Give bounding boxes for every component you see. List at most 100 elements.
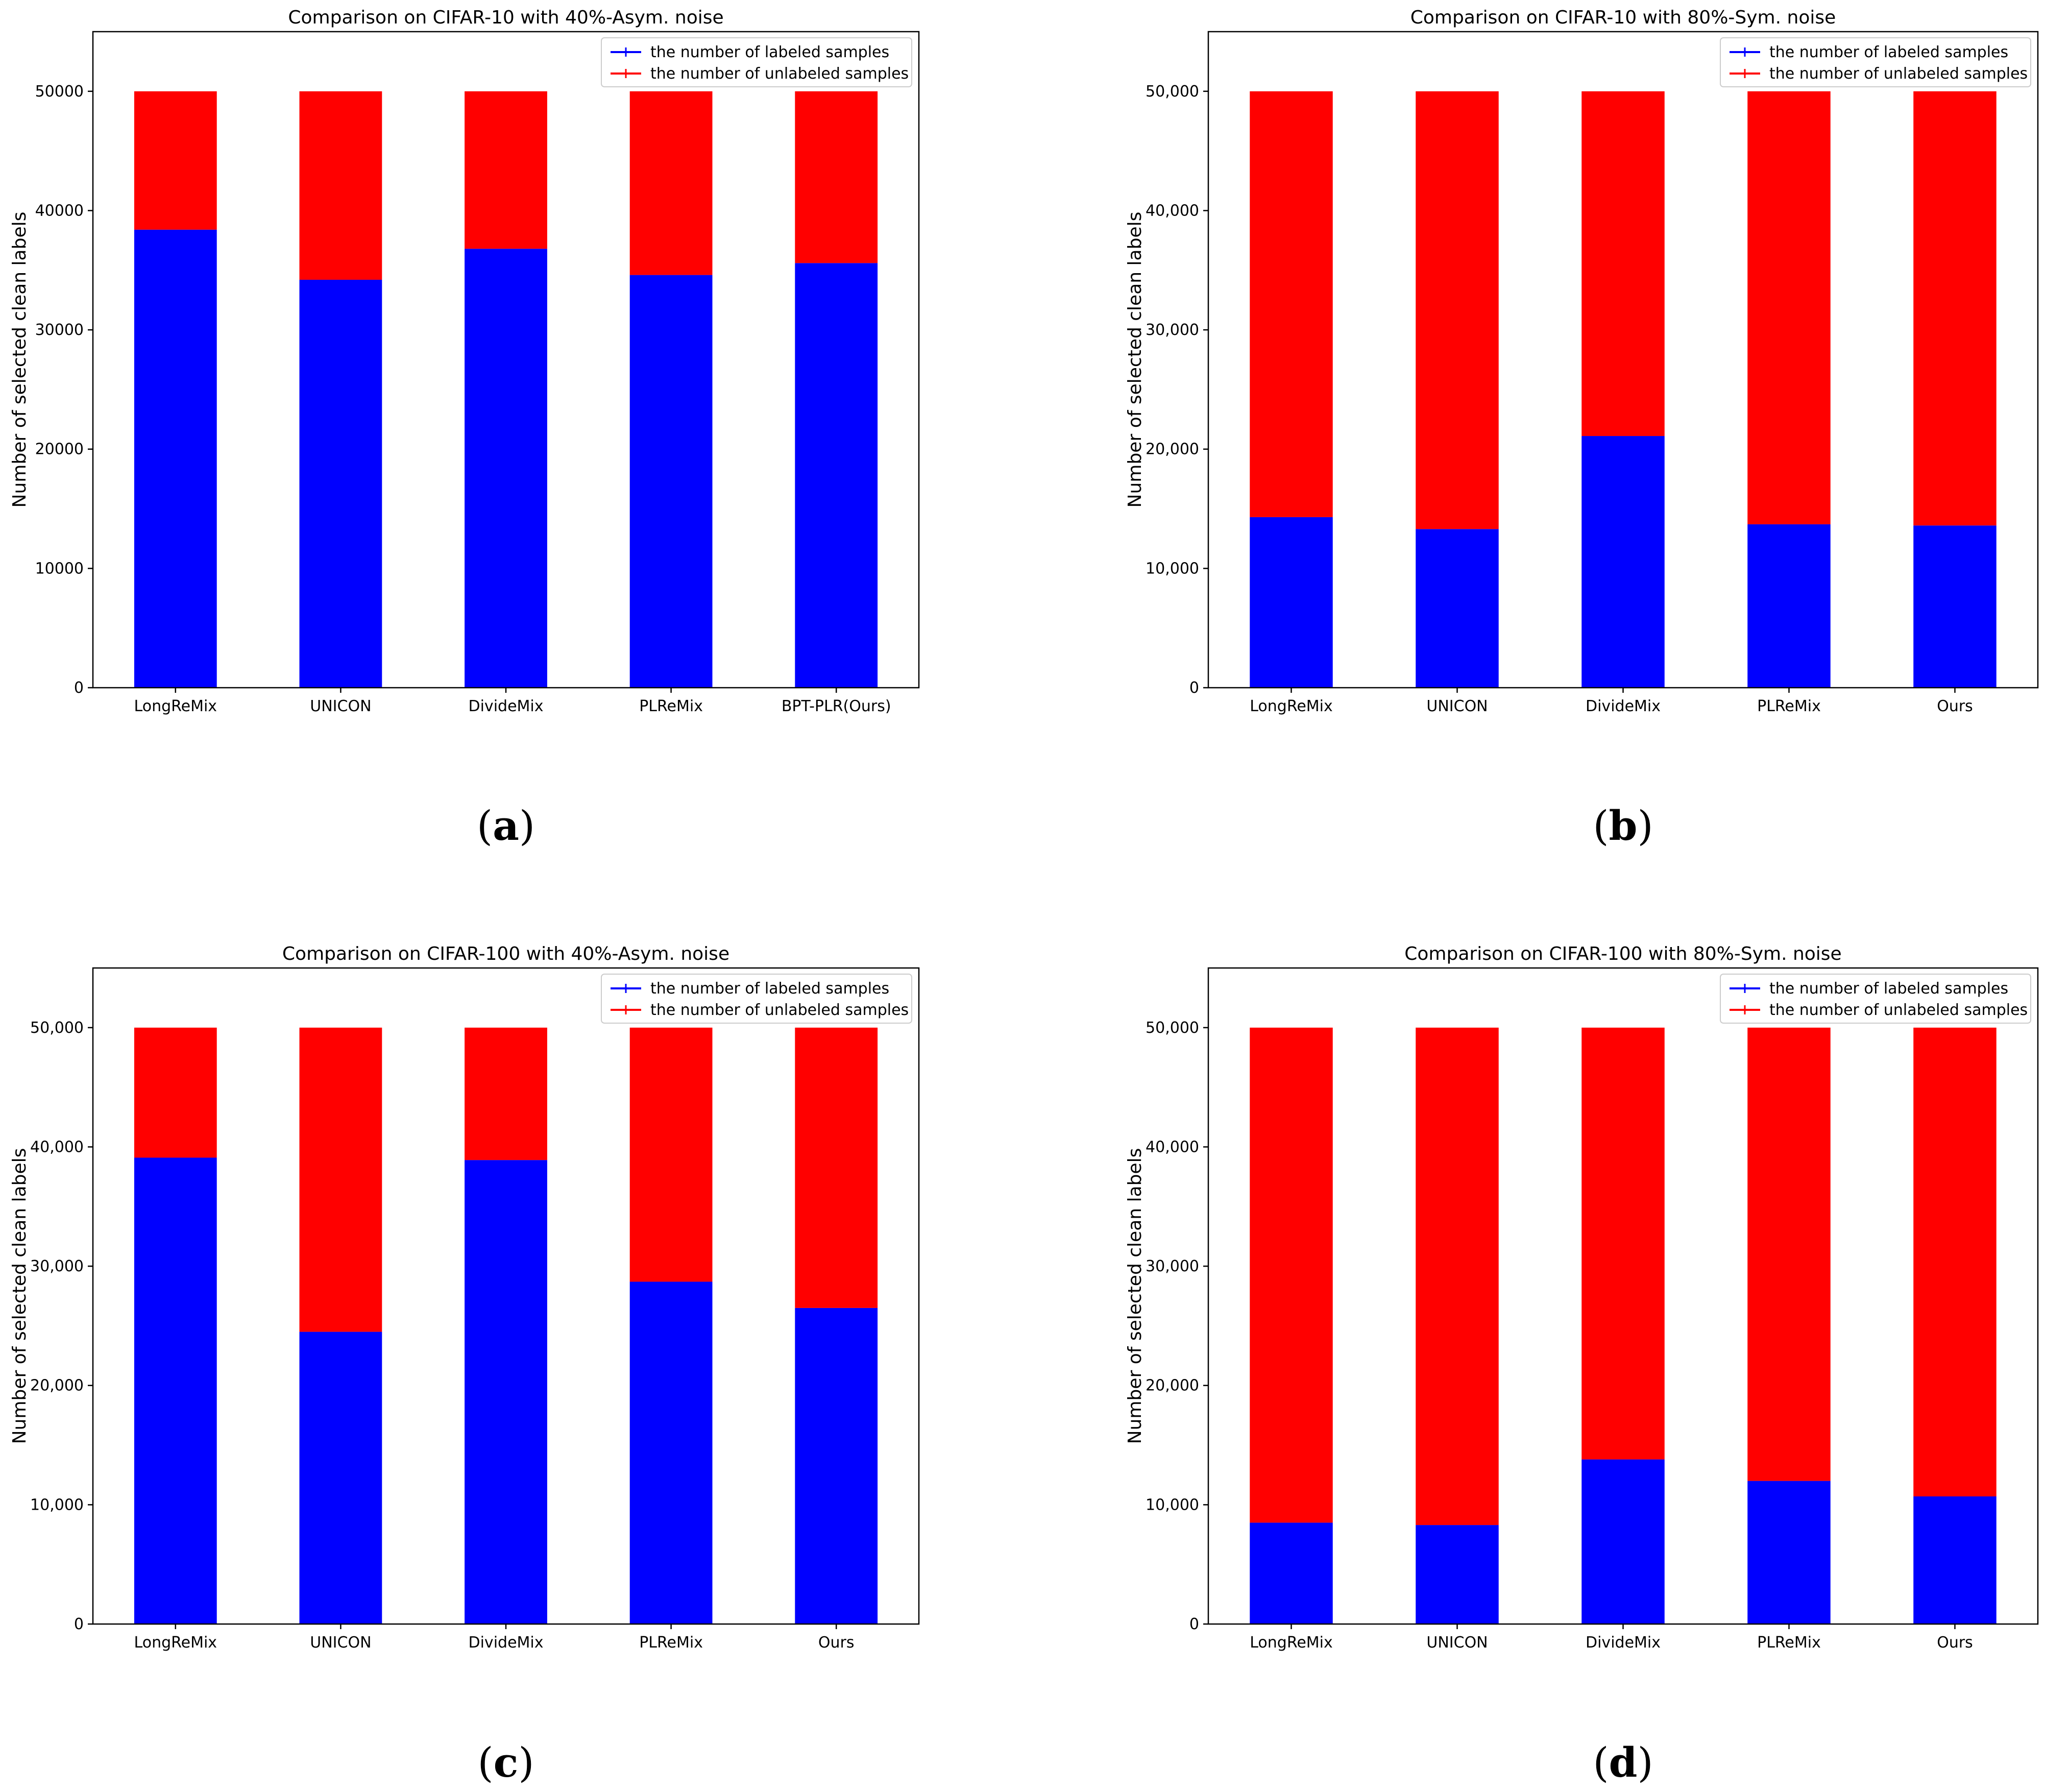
legend: the number of labeled samples the number …: [1720, 974, 2031, 1024]
unlabeled-bar-5: [795, 91, 878, 263]
x-tick-label: PLReMix: [1757, 697, 1821, 715]
unlabeled-bar-4: [629, 91, 713, 275]
x-tick-label: PLReMix: [639, 1634, 703, 1652]
labeled-bar-5: [795, 1307, 878, 1624]
y-tick-label: 20,000: [30, 1377, 84, 1395]
legend-item-labeled: the number of labeled samples: [611, 43, 889, 61]
x-tick-label: UNICON: [1426, 1634, 1488, 1652]
y-tick-label: 40,000: [1146, 202, 1199, 220]
chart-title: Comparison on CIFAR-10 with 80%-Sym. noi…: [1410, 7, 1836, 28]
unlabeled-bar-1: [1250, 1027, 1333, 1523]
legend-item-unlabeled: the number of unlabeled samples: [611, 65, 909, 83]
labeled-bar-5: [795, 263, 878, 688]
y-tick-label: 10,000: [1146, 560, 1199, 577]
x-tick-label: Ours: [818, 1634, 855, 1652]
x-tick-label: DivideMix: [469, 1634, 544, 1652]
panel-label: (d): [1593, 1738, 1653, 1786]
legend-item-labeled: the number of labeled samples: [1730, 43, 2008, 61]
x-tick-label: LongReMix: [134, 697, 217, 715]
unlabeled-bar-2: [299, 91, 382, 280]
y-tick-label: 10,000: [30, 1496, 84, 1514]
chart-panel-d: 0 10,000 20,000 30,000 40,000 50,000 LongReMix…: [1125, 943, 2039, 1786]
legend-label: the number of labeled samples: [650, 980, 889, 998]
labeled-bar-4: [629, 275, 713, 688]
chart-title: Comparison on CIFAR-100 with 80%-Sym. no…: [1404, 943, 1841, 964]
x-tick-label: DivideMix: [469, 697, 544, 715]
unlabeled-bar-3: [1581, 1027, 1665, 1460]
legend-item-unlabeled: the number of unlabeled samples: [1730, 1001, 2028, 1019]
legend-label: the number of labeled samples: [650, 43, 889, 61]
x-tick-label: PLReMix: [639, 697, 703, 715]
y-tick-label: 30,000: [1146, 321, 1199, 339]
y-axis-label: Number of selected clean labels: [1125, 1148, 1146, 1444]
y-tick-label: 50,000: [30, 1019, 84, 1037]
legend-box: [601, 974, 912, 1024]
legend-label: the number of labeled samples: [1769, 43, 2008, 61]
y-axis-label: Number of selected clean labels: [9, 1148, 30, 1444]
y-tick-label: 10000: [35, 560, 84, 577]
labeled-bar-3: [465, 249, 547, 688]
unlabeled-bar-5: [1913, 1027, 1997, 1497]
y-tick-label: 40,000: [30, 1138, 84, 1156]
legend-box: [1720, 37, 2031, 87]
x-tick-label: BPT-PLR(Ours): [782, 697, 891, 715]
unlabeled-bar-5: [795, 1027, 878, 1308]
labeled-bar-5: [1913, 1496, 1997, 1624]
y-tick-label: 20000: [35, 441, 84, 458]
legend: the number of labeled samples the number …: [601, 37, 912, 87]
legend-label: the number of unlabeled samples: [650, 65, 909, 83]
labeled-bar-3: [1581, 436, 1665, 688]
y-tick-label: 30000: [35, 321, 84, 339]
x-tick-label: LongReMix: [1250, 1634, 1333, 1652]
labeled-bar-4: [629, 1281, 713, 1624]
unlabeled-bar-4: [1747, 1027, 1831, 1481]
x-tick-label: UNICON: [310, 1634, 371, 1652]
unlabeled-bar-3: [465, 1027, 547, 1160]
legend: the number of labeled samples the number …: [1720, 37, 2031, 87]
y-axis-label: Number of selected clean labels: [9, 212, 30, 508]
unlabeled-bar-3: [1581, 91, 1665, 437]
chart-title: Comparison on CIFAR-100 with 40%-Asym. n…: [282, 943, 729, 964]
legend-item-unlabeled: the number of unlabeled samples: [1730, 65, 2028, 83]
labeled-bar-3: [1581, 1459, 1665, 1624]
unlabeled-bar-4: [1747, 91, 1831, 524]
legend-box: [601, 37, 912, 87]
chart-panel-b: 0 10,000 20,000 30,000 40,000 50,000 LongReMix…: [1125, 7, 2039, 850]
x-tick-label: LongReMix: [1250, 697, 1333, 715]
y-tick-label: 40000: [35, 202, 84, 220]
legend-item-unlabeled: the number of unlabeled samples: [611, 1001, 909, 1019]
y-tick-label: 30,000: [30, 1257, 84, 1275]
x-tick-label: LongReMix: [134, 1634, 217, 1652]
legend-item-labeled: the number of labeled samples: [1730, 980, 2008, 998]
panel-label: (b): [1593, 802, 1653, 850]
labeled-bar-1: [134, 1157, 217, 1624]
chart-panel-c: 0 10,000 20,000 30,000 40,000 50,000 LongReMix…: [9, 943, 920, 1786]
x-tick-label: UNICON: [1426, 697, 1488, 715]
y-tick-label: 0: [74, 679, 84, 697]
y-tick-label: 0: [1189, 1615, 1199, 1633]
x-tick-label: DivideMix: [1586, 1634, 1661, 1652]
labeled-bar-2: [1416, 529, 1499, 688]
labeled-bar-2: [299, 1331, 382, 1624]
unlabeled-bar-4: [629, 1027, 713, 1282]
x-tick-label: DivideMix: [1586, 697, 1661, 715]
y-tick-label: 50,000: [1146, 83, 1199, 101]
x-tick-label: Ours: [1937, 697, 1973, 715]
legend-box: [1720, 974, 2031, 1024]
legend: the number of labeled samples the number …: [601, 974, 912, 1024]
y-tick-label: 50000: [35, 83, 84, 101]
unlabeled-bar-2: [1416, 91, 1499, 529]
y-tick-label: 20,000: [1146, 441, 1199, 458]
unlabeled-bar-2: [1416, 1027, 1499, 1525]
labeled-bar-4: [1747, 1481, 1831, 1624]
y-tick-label: 50,000: [1146, 1019, 1199, 1037]
labeled-bar-1: [134, 229, 217, 688]
chart-title: Comparison on CIFAR-10 with 40%-Asym. no…: [288, 7, 723, 28]
labeled-bar-3: [465, 1160, 547, 1624]
unlabeled-bar-1: [134, 91, 217, 230]
labeled-bar-1: [1250, 517, 1333, 688]
y-tick-label: 10,000: [1146, 1496, 1199, 1514]
labeled-bar-4: [1747, 524, 1831, 688]
unlabeled-bar-2: [299, 1027, 382, 1332]
